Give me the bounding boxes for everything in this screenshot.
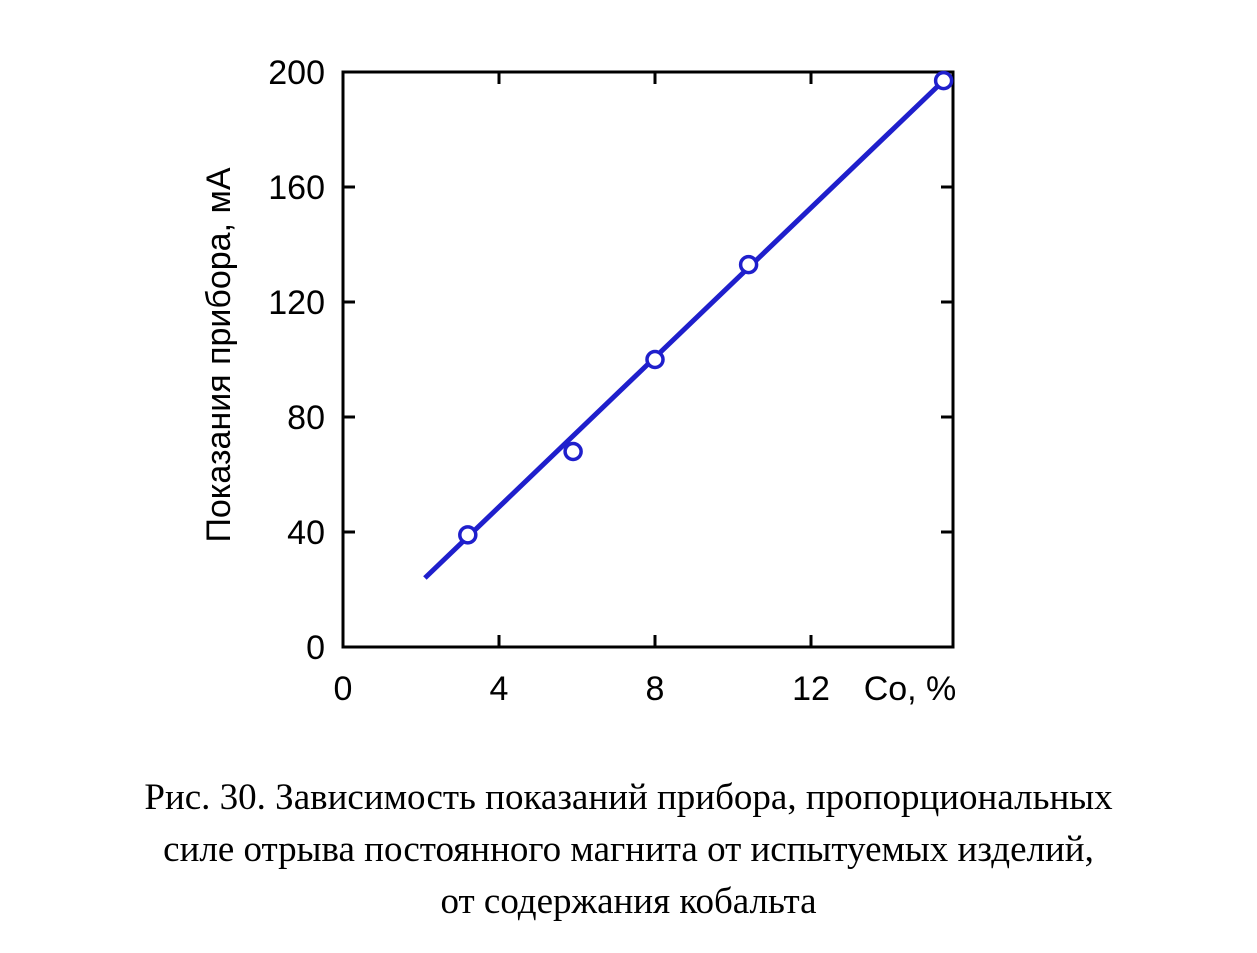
data-point-5	[933, 70, 954, 91]
caption-line-2: силе отрыва постоянного магнита от испыт…	[163, 829, 1094, 870]
y-tick-label-200: 200	[268, 54, 325, 92]
x-tick-label-0: 0	[334, 670, 353, 708]
data-point-2	[563, 441, 583, 462]
data-points	[458, 70, 954, 545]
y-tick-label-80: 80	[287, 399, 325, 437]
x-tick-label-4: 4	[490, 670, 509, 708]
figure-caption: Рис. 30. Зависимость показаний прибора, …	[0, 772, 1257, 928]
y-tick-label-0: 0	[306, 629, 325, 667]
x-tick-label-12: 12	[792, 670, 830, 708]
x-axis-label: Co, %	[864, 670, 957, 708]
data-point-1	[458, 525, 478, 545]
x-tick-label-8: 8	[646, 670, 665, 708]
data-point-3	[645, 349, 665, 370]
caption-line-1: Рис. 30. Зависимость показаний прибора, …	[144, 777, 1113, 818]
data-point-4	[738, 254, 759, 275]
x-tick-labels: 0 4 8 12	[334, 670, 830, 708]
y-tick-label-160: 160	[268, 169, 325, 207]
caption-line-3: от содержания кобальта	[440, 881, 817, 922]
y-tick-label-40: 40	[287, 514, 325, 552]
tick-marks	[343, 72, 953, 647]
y-tick-labels: 0 40 80 120 160 200	[268, 54, 325, 667]
fit-line	[423, 78, 946, 580]
chart-svg: 0 40 80 120 160 200 0 4 8 12 Co, % Показания при…	[200, 54, 957, 708]
y-tick-label-120: 120	[268, 284, 325, 322]
y-axis-label: Показания прибора, мА	[200, 167, 238, 542]
plot-frame	[341, 70, 955, 649]
